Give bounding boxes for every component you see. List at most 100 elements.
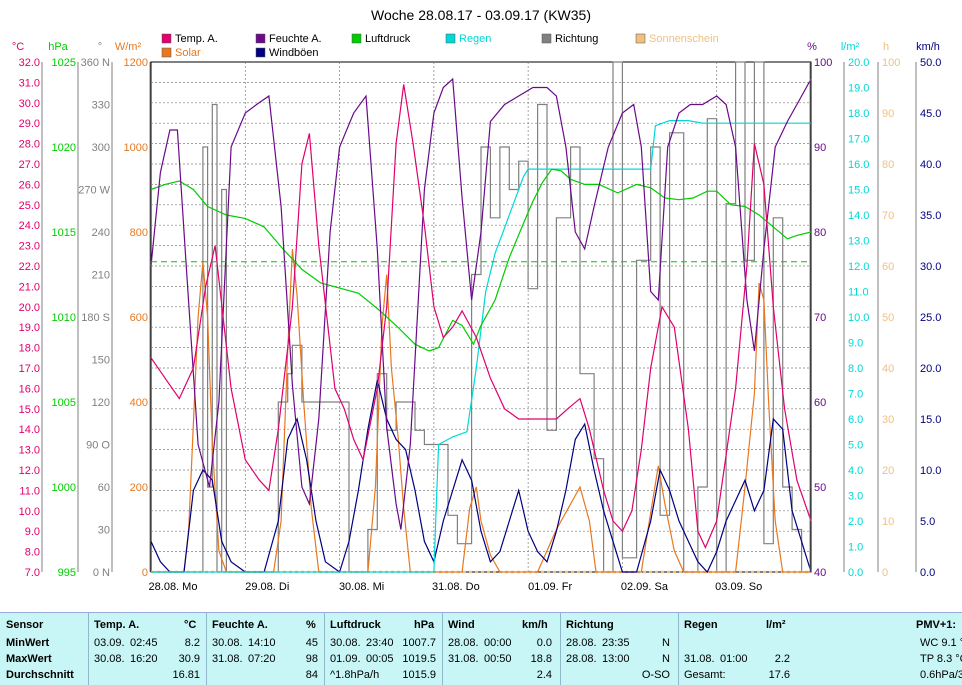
temp-tick-label: 14.0 [19,424,40,436]
stat-temp-val: 8.2 [184,637,200,649]
legend-label: Temp. A. [175,33,218,45]
dir-tick-label: 60 [98,482,110,494]
rain-tick-label: 5.0 [848,440,863,452]
legend-label: Windböen [269,47,319,59]
temp-tick-label: 18.0 [19,343,40,355]
sun-tick-label: 30 [882,414,894,426]
rain-tick-label: 2.0 [848,516,863,528]
header-sensor: Sensor [6,619,44,631]
stat-dir-val: O-SO [641,669,670,681]
dir-tick-label: 240 [92,227,110,239]
series-line-windböen [150,380,812,574]
stat-dir-time: 13:00 [602,653,630,665]
stat-press-date: 30.08. [330,637,361,649]
legend-swatch [255,33,266,44]
stat-rain-date: Gesamt: [684,669,726,681]
dir-tick-label: 330 [92,100,110,112]
dir-tick-label: 0 N [93,567,110,579]
x-tick-label: 31.08. Do [432,581,480,593]
hum-tick-label: 70 [814,312,826,324]
solar-tick-label: 800 [130,227,148,239]
stat-wind-date: 31.08. [448,653,479,665]
dir-tick-label: 150 [92,355,110,367]
temp-tick-label: 9.0 [25,526,40,538]
temp-tick-label: 21.0 [19,281,40,293]
press-unit-label: hPa [48,41,68,53]
stat-rain-val: 2.2 [774,653,790,665]
stat-press-date: ^1.8hPa/h [330,669,380,681]
series-line-regen [151,120,811,573]
temp-tick-label: 13.0 [19,445,40,457]
stat-press-val: 1015.9 [402,669,436,681]
dir-tick-label: 120 [92,397,110,409]
wind-unit-label: km/h [916,41,940,53]
header-press: Luftdruck [330,619,381,631]
legend-label: Luftdruck [365,33,411,45]
dir-tick-label: 90 O [86,440,110,452]
x-tick-label: 28.08. Mo [149,581,198,593]
hum-tick-label: 80 [814,227,826,239]
hum-tick-label: 40 [814,567,826,579]
column-divider [442,613,443,685]
rain-tick-label: 16.0 [848,159,869,171]
stat-temp-time: 02:45 [130,637,158,649]
stat-temp-val: 30.9 [178,653,200,665]
temp-tick-label: 29.0 [19,118,40,130]
legend: Temp. A. Solar Feuchte A. Windböen Luftdruck… [161,33,719,59]
stat-temp-date: 30.08. [94,653,125,665]
sun-tick-label: 60 [882,261,894,273]
temp-tick-label: 11.0 [19,485,40,497]
temp-tick-label: 7.0 [25,567,40,579]
rain-tick-label: 9.0 [848,338,863,350]
legend-label: Sonnenschein [649,33,719,45]
header-temp: Temp. A. [94,619,140,631]
sun-tick-label: 20 [882,465,894,477]
stat-hum-val: 98 [305,653,318,665]
wind-tick-label: 5.0 [920,516,935,528]
stat-wind-date: 28.08. [448,637,479,649]
hum-tick-label: 60 [814,397,826,409]
stat-wind-val: 18.8 [530,653,552,665]
rain-tick-label: 10.0 [848,312,869,324]
sun-tick-label: 50 [882,312,894,324]
series-line-luftdruck [150,168,812,352]
wind-tick-label: 10.0 [920,465,941,477]
stat-dir-date: 28.08. [566,653,597,665]
stat-temp-val: 16.81 [172,669,200,681]
plot-area [150,61,812,574]
rain-tick-label: 8.0 [848,363,863,375]
x-tick-label: 29.08. Di [245,581,289,593]
legend-swatch [635,33,646,44]
temp-tick-label: 19.0 [19,322,40,334]
header-wind: Wind [448,619,475,631]
stat-rain-date: 31.08. [684,653,715,665]
hum-tick-label: 100 [814,57,832,69]
temp-tick-label: 15.0 [19,404,40,416]
stat-wind-time: 00:50 [484,653,512,665]
plot-frame [150,61,812,573]
rain-tick-label: 17.0 [848,134,869,146]
temp-tick-label: 30.0 [19,98,40,110]
sun-tick-label: 90 [882,108,894,120]
header-hum-unit: % [306,619,316,631]
sun-tick-label: 10 [882,516,894,528]
stat-press-time: 00:05 [366,653,394,665]
rain-tick-label: 12.0 [848,261,869,273]
stat-rain-time: 01:00 [720,653,748,665]
sun-unit-label: h [883,41,889,53]
header-press-unit: hPa [414,619,435,631]
sun-tick-label: 40 [882,363,894,375]
wind-tick-label: 40.0 [920,159,941,171]
temp-tick-label: 17.0 [19,363,40,375]
wind-tick-label: 20.0 [920,363,941,375]
rain-tick-label: 11.0 [848,287,869,299]
press-tick-label: 1015 [52,227,76,239]
wind-tick-label: 35.0 [920,210,941,222]
press-tick-label: 1025 [52,57,76,69]
legend-swatch [161,33,172,44]
stat-dir-val: N [662,653,670,665]
stat-pmv: WC 9.1 ° [920,637,962,649]
rain-tick-label: 15.0 [848,185,869,197]
temp-tick-label: 22.0 [19,261,40,273]
stat-pmv: TP 8.3 °C [920,653,962,665]
